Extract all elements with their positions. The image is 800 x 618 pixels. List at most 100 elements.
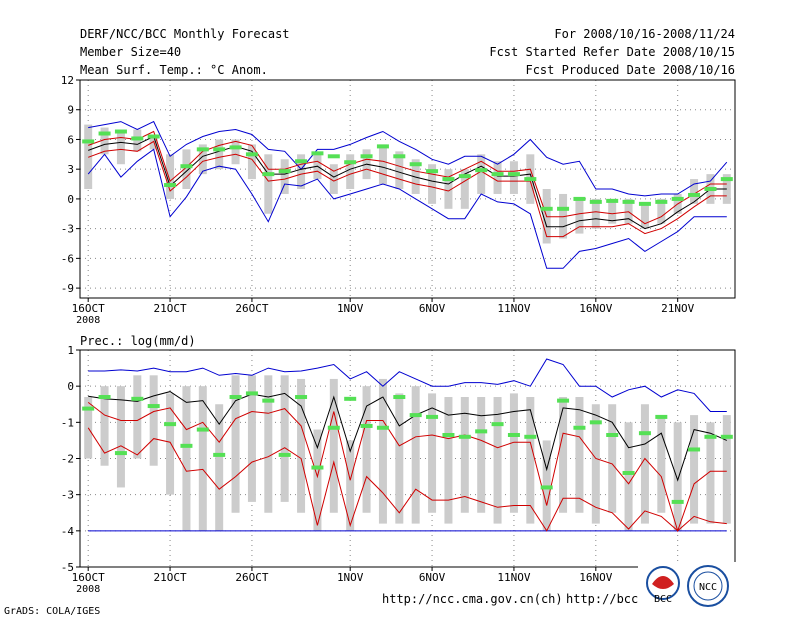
ensemble-range-bar [591,198,600,229]
observed-marker [180,164,193,169]
observed-marker [147,404,160,409]
grads-credit: GrADS: COLA/IGES [4,606,100,617]
ensemble-range-bar [182,149,191,189]
ensemble-range-bar [198,386,207,531]
observed-marker [458,434,471,439]
observed-marker [409,162,422,167]
y-tick-label: -2 [61,453,74,466]
observed-marker [98,395,111,400]
observed-marker [491,422,504,427]
observed-marker [540,485,553,490]
observed-marker [557,398,570,403]
observed-marker [655,414,668,419]
ensemble-range-bar [362,386,371,513]
observed-marker [393,395,406,400]
ensemble-range-bar [133,375,142,459]
ensemble-range-bar [460,397,469,513]
ensemble-range-bar [640,404,649,524]
x-tick-label: 16NOV [579,302,612,315]
x-tick-label: 11NOV [497,302,530,315]
forecast-period: For 2008/10/16-2008/11/24 [554,27,735,41]
ensemble-range-bar [509,393,518,513]
ensemble-range-bar [690,179,699,204]
ensemble-range-bar [477,154,486,194]
ensemble-range-bar [264,375,273,513]
ensemble-range-bar [280,159,289,194]
x-tick-label: 6NOV [419,302,446,315]
observed-marker [622,470,635,475]
observed-marker [589,199,602,204]
ensemble-range-bar [411,386,420,524]
x-tick-label: 21OCT [154,571,187,584]
observed-marker [606,198,619,203]
x-tick-label: 1NOV [337,302,364,315]
ensemble-range-bar [280,375,289,502]
observed-marker [688,447,701,452]
observed-marker [442,432,455,437]
observed-marker [426,414,439,419]
bcc-url[interactable]: http://bcc. [566,592,645,606]
ensemble-range-bar [624,422,633,531]
observed-marker [82,406,95,411]
ensemble-range-bar [444,397,453,524]
observed-marker [475,429,488,434]
observed-marker [278,169,291,174]
y-tick-label: 12 [61,74,74,87]
member-size: Member Size=40 [80,45,181,59]
ensemble-range-bar [149,375,158,466]
observed-marker [720,434,733,439]
ensemble-range-bar [198,144,207,175]
ncc-url[interactable]: http://ncc.cma.gov.cn(ch) [382,592,563,606]
start-date: Fcst Started Refer Date 2008/10/15 [489,45,735,59]
observed-marker [278,452,291,457]
observed-marker [671,499,684,504]
ensemble-range-bar [297,378,306,513]
ensemble-range-bar [116,129,125,165]
observed-marker [393,154,406,159]
series-line-mean [88,391,728,482]
ensemble-range-bar [509,161,518,194]
y-tick-label: 0 [67,380,74,393]
observed-marker [131,136,144,141]
y-tick-label: 1 [67,344,74,357]
observed-marker [524,177,537,182]
observed-marker [229,395,242,400]
observed-marker [344,160,357,165]
ensemble-range-bar [166,154,175,199]
ensemble-range-bar [166,393,175,495]
y-tick-label: -3 [61,489,74,502]
ensemble-range-bar [591,404,600,524]
ensemble-range-bar [100,127,109,155]
ensemble-range-bar [84,397,93,459]
observed-marker [475,168,488,173]
x-tick-label: 26OCT [235,302,268,315]
y-tick-label: 0 [67,193,74,206]
observed-marker [458,174,471,179]
observed-marker [655,199,668,204]
ensemble-range-bar [428,164,437,204]
observed-marker [180,443,193,448]
observed-marker [540,206,553,211]
series-line-lower [87,427,727,532]
x-year-label: 2008 [76,584,100,595]
x-tick-label: 11NOV [497,571,530,584]
ensemble-range-bar [378,378,387,524]
series-line-upper [87,402,727,533]
observed-marker [114,451,127,456]
observed-marker [327,154,340,159]
observed-marker [360,423,373,428]
ensemble-range-bar [493,397,502,524]
ensemble-range-bar [608,404,617,513]
observed-marker [688,192,701,197]
y-tick-label: 6 [67,133,74,146]
ensemble-range-bar [428,393,437,513]
observed-marker [213,147,226,152]
observed-marker [295,159,308,164]
series-line-mean [88,135,727,230]
x-year-label: 2008 [76,315,100,326]
observed-marker [98,131,111,136]
observed-marker [376,144,389,149]
observed-marker [573,425,586,430]
ensemble-range-bar [608,198,617,224]
